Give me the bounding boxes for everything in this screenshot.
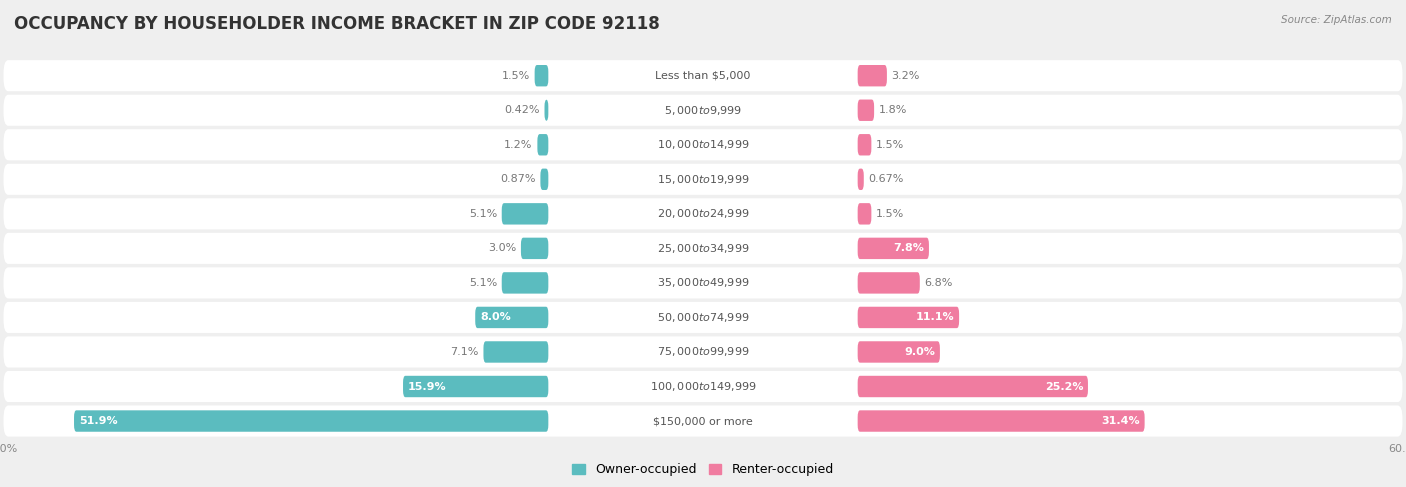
- FancyBboxPatch shape: [858, 411, 1144, 432]
- FancyBboxPatch shape: [484, 341, 548, 363]
- Text: 25.2%: 25.2%: [1045, 381, 1083, 392]
- Text: $5,000 to $9,999: $5,000 to $9,999: [664, 104, 742, 117]
- Text: Less than $5,000: Less than $5,000: [655, 71, 751, 81]
- Text: 1.2%: 1.2%: [505, 140, 533, 150]
- FancyBboxPatch shape: [3, 302, 1403, 333]
- FancyBboxPatch shape: [858, 203, 872, 225]
- Text: 51.9%: 51.9%: [79, 416, 117, 426]
- FancyBboxPatch shape: [540, 169, 548, 190]
- FancyBboxPatch shape: [475, 307, 548, 328]
- Text: 7.1%: 7.1%: [450, 347, 479, 357]
- FancyBboxPatch shape: [858, 376, 1088, 397]
- FancyBboxPatch shape: [534, 65, 548, 86]
- Text: $35,000 to $49,999: $35,000 to $49,999: [657, 277, 749, 289]
- Text: 3.2%: 3.2%: [891, 71, 920, 81]
- Text: 1.5%: 1.5%: [876, 140, 904, 150]
- Text: OCCUPANCY BY HOUSEHOLDER INCOME BRACKET IN ZIP CODE 92118: OCCUPANCY BY HOUSEHOLDER INCOME BRACKET …: [14, 15, 659, 33]
- Text: 0.67%: 0.67%: [869, 174, 904, 184]
- Text: 5.1%: 5.1%: [468, 278, 498, 288]
- FancyBboxPatch shape: [3, 267, 1403, 299]
- FancyBboxPatch shape: [520, 238, 548, 259]
- FancyBboxPatch shape: [858, 238, 929, 259]
- Text: 15.9%: 15.9%: [408, 381, 446, 392]
- Text: $50,000 to $74,999: $50,000 to $74,999: [657, 311, 749, 324]
- Text: $25,000 to $34,999: $25,000 to $34,999: [657, 242, 749, 255]
- Text: 1.8%: 1.8%: [879, 105, 907, 115]
- FancyBboxPatch shape: [404, 376, 548, 397]
- FancyBboxPatch shape: [544, 99, 548, 121]
- FancyBboxPatch shape: [858, 272, 920, 294]
- Text: 3.0%: 3.0%: [488, 244, 516, 253]
- Text: $150,000 or more: $150,000 or more: [654, 416, 752, 426]
- Text: 6.8%: 6.8%: [925, 278, 953, 288]
- FancyBboxPatch shape: [537, 134, 548, 155]
- FancyBboxPatch shape: [858, 99, 875, 121]
- FancyBboxPatch shape: [502, 272, 548, 294]
- Text: 0.42%: 0.42%: [505, 105, 540, 115]
- FancyBboxPatch shape: [3, 337, 1403, 368]
- FancyBboxPatch shape: [3, 60, 1403, 91]
- Text: $100,000 to $149,999: $100,000 to $149,999: [650, 380, 756, 393]
- FancyBboxPatch shape: [75, 411, 548, 432]
- FancyBboxPatch shape: [3, 164, 1403, 195]
- Text: 0.87%: 0.87%: [501, 174, 536, 184]
- Text: 9.0%: 9.0%: [904, 347, 935, 357]
- Text: 31.4%: 31.4%: [1101, 416, 1140, 426]
- FancyBboxPatch shape: [858, 169, 863, 190]
- Text: Source: ZipAtlas.com: Source: ZipAtlas.com: [1281, 15, 1392, 25]
- Text: 7.8%: 7.8%: [893, 244, 924, 253]
- Text: $10,000 to $14,999: $10,000 to $14,999: [657, 138, 749, 151]
- FancyBboxPatch shape: [858, 341, 941, 363]
- FancyBboxPatch shape: [858, 134, 872, 155]
- FancyBboxPatch shape: [858, 65, 887, 86]
- FancyBboxPatch shape: [3, 371, 1403, 402]
- Text: $75,000 to $99,999: $75,000 to $99,999: [657, 345, 749, 358]
- FancyBboxPatch shape: [3, 94, 1403, 126]
- FancyBboxPatch shape: [858, 307, 959, 328]
- FancyBboxPatch shape: [3, 406, 1403, 436]
- Text: 1.5%: 1.5%: [502, 71, 530, 81]
- Text: 5.1%: 5.1%: [468, 209, 498, 219]
- FancyBboxPatch shape: [3, 198, 1403, 229]
- Text: 8.0%: 8.0%: [479, 313, 510, 322]
- Text: $20,000 to $24,999: $20,000 to $24,999: [657, 207, 749, 220]
- FancyBboxPatch shape: [3, 233, 1403, 264]
- FancyBboxPatch shape: [3, 129, 1403, 160]
- FancyBboxPatch shape: [502, 203, 548, 225]
- Text: 1.5%: 1.5%: [876, 209, 904, 219]
- Text: 11.1%: 11.1%: [915, 313, 955, 322]
- Text: $15,000 to $19,999: $15,000 to $19,999: [657, 173, 749, 186]
- Legend: Owner-occupied, Renter-occupied: Owner-occupied, Renter-occupied: [568, 458, 838, 482]
